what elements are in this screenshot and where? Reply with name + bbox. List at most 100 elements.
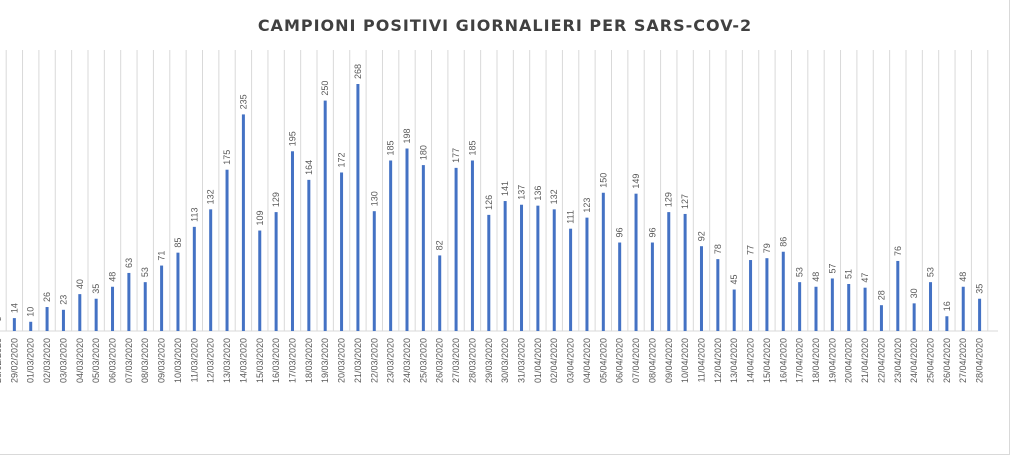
bar-20/03/2020 [340,172,344,331]
bar-18/03/2020 [307,179,311,331]
x-tick-label: 29/03/2020 [484,338,494,383]
x-tick-label: 20/04/2020 [844,338,854,383]
x-tick-label: 01/03/2020 [26,338,36,383]
x-tick-label: 08/03/2020 [140,338,150,383]
data-labels: 5 14 10 26 23 40 35 48 63 53 71 85 113 132 175 235 109 12… [0,64,985,321]
x-tick-label: 06/03/2020 [108,338,118,383]
bar-09/04/2020 [667,212,671,331]
data-label: 14 [9,303,19,313]
x-tick-label: 16/03/2020 [271,338,281,383]
bar-04/03/2020 [78,294,82,331]
data-label: 53 [140,267,150,277]
data-label: 35 [91,284,101,294]
bar-19/04/2020 [830,278,834,331]
data-label: 185 [467,140,477,155]
x-tick-label: 24/04/2020 [909,338,919,383]
x-tick-label: 15/04/2020 [762,338,772,383]
data-label: 164 [304,160,314,175]
x-tick-label: 24/03/2020 [402,338,412,383]
bar-26/04/2020 [945,316,949,331]
data-label: 45 [729,275,739,285]
bar-14/04/2020 [749,260,753,331]
x-tick-label: 07/03/2020 [124,338,134,383]
bar-08/03/2020 [143,282,147,331]
x-tick-label: 22/04/2020 [876,338,886,383]
bar-20/04/2020 [847,283,851,331]
x-tick-label: 05/04/2020 [598,338,608,383]
data-label: 57 [827,263,837,273]
bar-31/03/2020 [520,204,524,331]
data-label: 40 [75,279,85,289]
x-tick-label: 19/03/2020 [320,338,330,383]
x-tick-label: 21/04/2020 [860,338,870,383]
bar-07/04/2020 [634,193,638,331]
bar-11/03/2020 [192,226,196,331]
x-tick-label: 29/02/2020 [9,338,19,383]
data-label: 5 [0,316,3,321]
data-label: 136 [533,186,543,201]
bar-21/03/2020 [356,84,360,331]
bar-16/03/2020 [274,212,278,331]
data-label: 185 [386,140,396,155]
bar-01/04/2020 [536,205,540,331]
data-label: 10 [26,307,36,317]
x-tick-label: 05/03/2020 [91,338,101,383]
x-tick-label: 13/03/2020 [222,338,232,383]
x-tick-label: 03/03/2020 [58,338,68,383]
data-label: 127 [680,194,690,209]
data-label: 85 [173,238,183,248]
x-tick-label: 06/04/2020 [615,338,625,383]
x-tick-label: 14/03/2020 [238,338,248,383]
x-tick-label: 04/03/2020 [75,338,85,383]
bar-03/04/2020 [569,228,573,331]
bar-01/03/2020 [29,321,33,331]
bar-25/03/2020 [421,165,425,331]
data-label: 132 [549,189,559,204]
x-tick-label: 31/03/2020 [517,338,527,383]
x-tick-label: 15/03/2020 [255,338,265,383]
data-label: 268 [353,64,363,79]
data-label: 76 [893,246,903,256]
x-tick-label: 28/02/2020 [0,338,3,383]
data-label: 48 [108,272,118,282]
bar-25/04/2020 [929,282,933,331]
x-tick-label: 08/04/2020 [647,338,657,383]
x-tick-label: 23/03/2020 [386,338,396,383]
x-tick-label: 16/04/2020 [778,338,788,383]
x-tick-label: 27/03/2020 [451,338,461,383]
bar-26/03/2020 [438,255,442,331]
data-label: 172 [337,152,347,167]
data-label: 79 [762,243,772,253]
x-tick-label: 17/03/2020 [287,338,297,383]
bar-17/03/2020 [290,151,294,331]
x-tick-labels: 28/02/2020 29/02/2020 01/03/2020 02/03/2020… [0,338,985,383]
data-label: 28 [876,290,886,300]
data-label: 180 [418,145,428,160]
bar-24/04/2020 [912,303,916,331]
x-tick-label: 11/04/2020 [696,338,706,382]
data-label: 129 [271,192,281,207]
data-label: 150 [598,173,608,188]
data-label: 82 [435,240,445,250]
x-tick-label: 01/04/2020 [533,338,543,383]
x-tick-label: 02/04/2020 [549,338,559,383]
x-tick-label: 03/04/2020 [566,338,576,383]
data-label: 109 [255,211,265,226]
bar-27/04/2020 [961,286,965,331]
bar-12/04/2020 [716,259,720,331]
data-label: 23 [58,295,68,305]
bar-28/03/2020 [470,160,474,331]
data-label: 195 [287,131,297,146]
chart-frame: CAMPIONI POSITIVI GIORNALIERI PER SARS-C… [0,0,1010,455]
x-tick-label: 25/04/2020 [926,338,936,383]
bar-18/04/2020 [814,286,818,331]
chart-title: CAMPIONI POSITIVI GIORNALIERI PER SARS-C… [257,16,753,35]
x-tick-label: 21/03/2020 [353,338,363,383]
bar-06/03/2020 [111,286,115,331]
x-tick-label: 23/04/2020 [893,338,903,383]
x-tick-label: 28/04/2020 [975,338,985,383]
data-label: 198 [402,128,412,143]
x-tick-label: 12/04/2020 [713,338,723,383]
bar-05/03/2020 [94,298,98,331]
bar-10/03/2020 [176,252,180,331]
